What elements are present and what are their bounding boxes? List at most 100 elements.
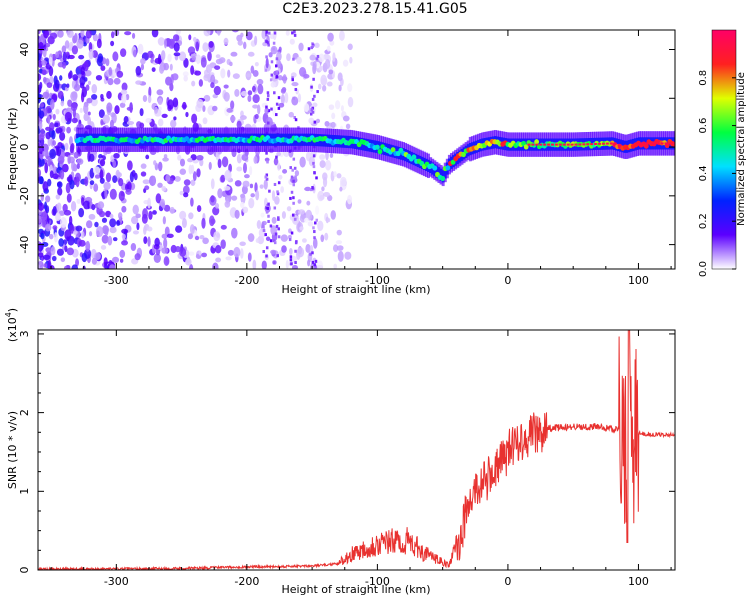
heatmap-cell bbox=[39, 176, 44, 185]
heatmap-cell bbox=[179, 190, 184, 196]
heatmap-cell bbox=[38, 242, 43, 253]
heatmap-cell bbox=[40, 193, 44, 202]
heatmap-cell bbox=[257, 84, 264, 95]
heatmap-cell bbox=[590, 143, 594, 146]
heatmap-cell bbox=[85, 84, 90, 91]
heatmap-cell bbox=[320, 234, 325, 243]
heatmap-cell bbox=[148, 86, 152, 98]
heatmap-cell bbox=[276, 190, 279, 194]
heatmap-cell bbox=[315, 205, 320, 215]
heatmap-cell bbox=[145, 154, 150, 160]
heatmap-cell bbox=[49, 32, 58, 40]
heatmap-cell bbox=[143, 236, 148, 244]
heatmap-cell bbox=[86, 97, 93, 104]
heatmap-cell bbox=[280, 186, 284, 193]
heatmap-cell bbox=[252, 94, 260, 104]
heatmap-cell bbox=[292, 183, 296, 187]
heatmap-cell bbox=[558, 143, 562, 146]
heatmap-cell bbox=[99, 169, 104, 180]
heatmap-cell bbox=[240, 193, 245, 199]
heatmap-cell bbox=[42, 91, 50, 99]
colorbar-tick-label: 0.6 bbox=[698, 118, 709, 134]
y-tick-label: 1 bbox=[18, 488, 31, 495]
heatmap-cell bbox=[140, 163, 147, 169]
colorbar-tick-label: 0.8 bbox=[698, 70, 709, 86]
heatmap-cell bbox=[79, 82, 85, 89]
heatmap-cell bbox=[256, 78, 264, 86]
heatmap-cell bbox=[275, 70, 279, 74]
heatmap-cell bbox=[105, 58, 110, 67]
heatmap-cell bbox=[81, 86, 88, 98]
heatmap-cell bbox=[234, 88, 240, 97]
heatmap-cell bbox=[104, 189, 108, 199]
heatmap-cell bbox=[265, 246, 269, 250]
heatmap-cell bbox=[112, 175, 118, 184]
heatmap-cell bbox=[211, 105, 218, 112]
heatmap-cell bbox=[174, 246, 181, 253]
heatmap-cell bbox=[163, 62, 170, 71]
heatmap-cell bbox=[173, 52, 181, 57]
heatmap-cell bbox=[336, 229, 342, 236]
heatmap-cell bbox=[267, 214, 270, 218]
heatmap-cell bbox=[73, 230, 78, 235]
heatmap-cell bbox=[45, 247, 52, 253]
heatmap-cell bbox=[185, 258, 192, 266]
heatmap-cell bbox=[42, 76, 47, 83]
heatmap-cell bbox=[213, 85, 221, 96]
heatmap-cell bbox=[263, 179, 268, 190]
heatmap-cell bbox=[71, 264, 78, 269]
heatmap-cell bbox=[574, 143, 578, 146]
heatmap-cell bbox=[177, 154, 182, 161]
heatmap-cell bbox=[270, 249, 277, 255]
heatmap-cell bbox=[134, 253, 141, 261]
heatmap-cell bbox=[142, 94, 148, 102]
heatmap-cell bbox=[203, 74, 211, 79]
heatmap-cell bbox=[153, 160, 157, 166]
heatmap-cell bbox=[124, 31, 132, 36]
heatmap-cell bbox=[144, 185, 150, 191]
heatmap-cell bbox=[178, 51, 187, 62]
heatmap-cell bbox=[212, 93, 218, 99]
heatmap-cell bbox=[55, 51, 60, 59]
heatmap-cell bbox=[597, 142, 601, 145]
heatmap-cell bbox=[239, 115, 247, 120]
heatmap-cell bbox=[249, 166, 253, 176]
heatmap-cell bbox=[265, 173, 269, 177]
heatmap-cell bbox=[216, 30, 221, 36]
heatmap-cell bbox=[262, 250, 265, 254]
heatmap-cell bbox=[109, 119, 114, 128]
heatmap-cell bbox=[332, 52, 336, 62]
heatmap-cell bbox=[240, 248, 244, 259]
heatmap-cell bbox=[202, 42, 209, 52]
heatmap-cell bbox=[64, 245, 68, 253]
heatmap-cell bbox=[116, 70, 124, 78]
heatmap-cell bbox=[162, 157, 169, 162]
y-tick-label: 0 bbox=[18, 567, 31, 574]
heatmap-cell bbox=[257, 235, 265, 245]
heatmap-cell bbox=[132, 204, 139, 215]
heatmap-cell bbox=[66, 83, 70, 88]
heatmap-cell bbox=[161, 202, 166, 209]
heatmap-cell bbox=[327, 218, 331, 223]
heatmap-cell bbox=[97, 201, 105, 209]
heatmap-cell bbox=[68, 136, 73, 146]
heatmap-cell bbox=[240, 90, 248, 97]
heatmap-cell bbox=[303, 74, 310, 79]
heatmap-cell bbox=[68, 72, 72, 80]
heatmap-cell bbox=[167, 53, 172, 63]
heatmap-cell bbox=[247, 94, 252, 103]
heatmap-cell bbox=[170, 244, 177, 254]
heatmap-cell bbox=[94, 252, 101, 260]
heatmap-cell bbox=[188, 34, 192, 41]
y-tick-label: -20 bbox=[18, 187, 31, 205]
heatmap-cell bbox=[324, 120, 330, 127]
heatmap-cell bbox=[112, 51, 119, 62]
heatmap-cell bbox=[165, 174, 171, 183]
heatmap-cell bbox=[272, 47, 275, 51]
heatmap-cell bbox=[52, 206, 57, 216]
heatmap-cell bbox=[265, 55, 268, 59]
heatmap-cell bbox=[285, 30, 290, 36]
heatmap-cell bbox=[213, 231, 221, 242]
heatmap-cell bbox=[289, 38, 295, 45]
heatmap-cell bbox=[273, 31, 277, 35]
